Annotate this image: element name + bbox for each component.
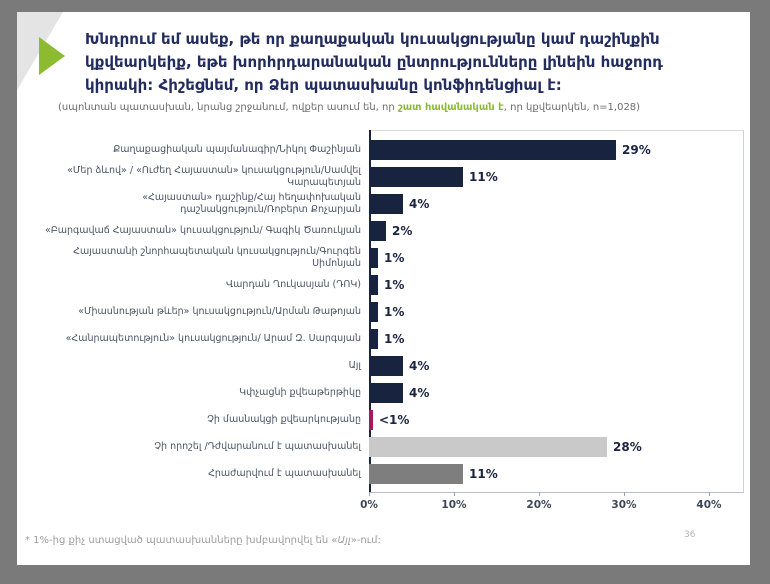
chart-row: «Միասնության թևեր» կուսակցություն/Արման …: [37, 298, 744, 325]
value-label: 1%: [384, 277, 405, 292]
category-label: Չի մասնակցի քվեարկությանը: [207, 413, 361, 425]
chart-row: Չի մասնակցի քվեարկությանը <1%: [37, 406, 744, 433]
bullet-arrow-icon: [39, 37, 65, 75]
value-label: 28%: [613, 439, 642, 454]
category-label: Կփչացնի քվեաթերթիկը: [239, 386, 361, 398]
bar: [369, 193, 403, 214]
bar: [369, 409, 373, 430]
plot-area-frame: [369, 130, 744, 493]
chart-row: Կփչացնի քվեաթերթիկը 4%: [37, 379, 744, 406]
x-tick-mark: [709, 492, 710, 496]
bar: [369, 328, 378, 349]
footnote-italic-word: Այլ: [337, 535, 351, 546]
category-label: Չի որոշել /Դժվարանում է պատասխանել: [154, 440, 361, 452]
category-label: «Հանրապետություն» կուսակցություն/ Արամ Զ…: [65, 332, 361, 344]
chart-subtitle: (սպոնտան պատասխան, նրանց շրջանում, ովքեր…: [58, 102, 748, 113]
value-label: 4%: [409, 385, 430, 400]
subtitle-highlight: շատ հավանական է: [397, 102, 504, 113]
bar: [369, 436, 607, 457]
category-label: «Մեր ձևով» / «Ուժեղ Հայաստան» կուսակցութ…: [67, 165, 361, 188]
category-label: «Միասնության թևեր» կուսակցություն/Արման …: [78, 305, 361, 317]
chart-row: Այլ 4%: [37, 352, 744, 379]
bar: [369, 301, 378, 322]
value-label: 4%: [409, 196, 430, 211]
category-label: Քաղաքացիական պայմանագիր/Նիկոլ Փաշինյան: [113, 143, 361, 155]
category-label: Վարդան Ղուկասյան (ԴՈԿ): [226, 278, 361, 290]
slide: Խնդրում եմ ասեք, թե որ քաղաքական կուսակց…: [17, 12, 750, 565]
value-label: 1%: [384, 250, 405, 265]
value-label: 1%: [384, 304, 405, 319]
x-tick-mark: [454, 492, 455, 496]
x-tick-label: 20%: [526, 499, 552, 511]
value-label: 11%: [469, 466, 498, 481]
bar-track: 1%: [369, 244, 744, 271]
subtitle-suffix: , որ կքվեարկեն, n=1,028): [503, 102, 641, 113]
x-tick-mark: [539, 492, 540, 496]
value-label: 4%: [409, 358, 430, 373]
bar-track: 11%: [369, 460, 744, 487]
x-tick-mark: [624, 492, 625, 496]
value-label: <1%: [379, 412, 410, 427]
bar-track: 4%: [369, 379, 744, 406]
footnote-prefix: * 1%-ից քիչ ստացված պատասխանները խմբավոր…: [25, 535, 338, 546]
x-tick-label: 30%: [611, 499, 637, 511]
value-label: 11%: [469, 169, 498, 184]
bar-track: 4%: [369, 190, 744, 217]
value-label: 1%: [384, 331, 405, 346]
chart-row: «Հայաստան» դաշինք/Հայ հեղափոխական դաշնակ…: [37, 190, 744, 217]
bar-track: 11%: [369, 163, 744, 190]
category-label: Հրաժարվում է պատասխանել: [208, 467, 361, 479]
subtitle-prefix: (սպոնտան պատասխան, նրանց շրջանում, ովքեր…: [58, 102, 398, 113]
bar-track: 1%: [369, 298, 744, 325]
bar-track: 28%: [369, 433, 744, 460]
chart-row: «Հանրապետություն» կուսակցություն/ Արամ Զ…: [37, 325, 744, 352]
chart-row: «Մեր ձևով» / «Ուժեղ Հայաստան» կուսակցութ…: [37, 163, 744, 190]
page-title: Խնդրում եմ ասեք, թե որ քաղաքական կուսակց…: [85, 30, 663, 94]
page-number: 36: [684, 530, 696, 540]
chart-row: Չի որոշել /Դժվարանում է պատասխանել 28%: [37, 433, 744, 460]
value-label: 29%: [622, 142, 651, 157]
value-label: 2%: [392, 223, 413, 238]
x-tick-label: 40%: [696, 499, 722, 511]
category-label: «Հայաստան» դաշինք/Հայ հեղափոխական դաշնակ…: [142, 192, 361, 215]
bar-track: <1%: [369, 406, 744, 433]
bar-track: 4%: [369, 352, 744, 379]
chart-row: Հրաժարվում է պատասխանել 11%: [37, 460, 744, 487]
footnote: * 1%-ից քիչ ստացված պատասխանները խմբավոր…: [25, 535, 381, 546]
x-tick-label: 10%: [441, 499, 467, 511]
bar: [369, 274, 378, 295]
bar: [369, 463, 463, 484]
x-tick-mark: [369, 492, 370, 496]
category-label: «Բարգավաճ Հայաստան» կուսակցություն/ Գագի…: [44, 224, 361, 236]
footnote-suffix: »-ում:: [350, 535, 381, 546]
bar: [369, 382, 403, 403]
chart-row: Հայաստանի շնորհապետական կուսակցություն/Գ…: [37, 244, 744, 271]
bar-track: 2%: [369, 217, 744, 244]
bar: [369, 220, 386, 241]
chart-row: Վարդան Ղուկասյան (ԴՈԿ) 1%: [37, 271, 744, 298]
category-label: Այլ: [348, 359, 361, 371]
bar-track: 29%: [369, 136, 744, 163]
bar: [369, 139, 616, 160]
bar: [369, 355, 403, 376]
x-axis-labels: 0% 10% 20% 30% 40%: [360, 499, 744, 513]
bar-track: 1%: [369, 325, 744, 352]
chart-row: Քաղաքացիական պայմանագիր/Նիկոլ Փաշինյան 29…: [37, 136, 744, 163]
bar: [369, 247, 378, 268]
bar-chart: Քաղաքացիական պայմանագիր/Նիկոլ Փաշինյան 29…: [37, 136, 744, 487]
bar-track: 1%: [369, 271, 744, 298]
x-tick-label: 0%: [360, 499, 378, 511]
bar: [369, 166, 463, 187]
chart-row: «Բարգավաճ Հայաստան» կուսակցություն/ Գագի…: [37, 217, 744, 244]
category-label: Հայաստանի շնորհապետական կուսակցություն/Գ…: [73, 246, 361, 269]
